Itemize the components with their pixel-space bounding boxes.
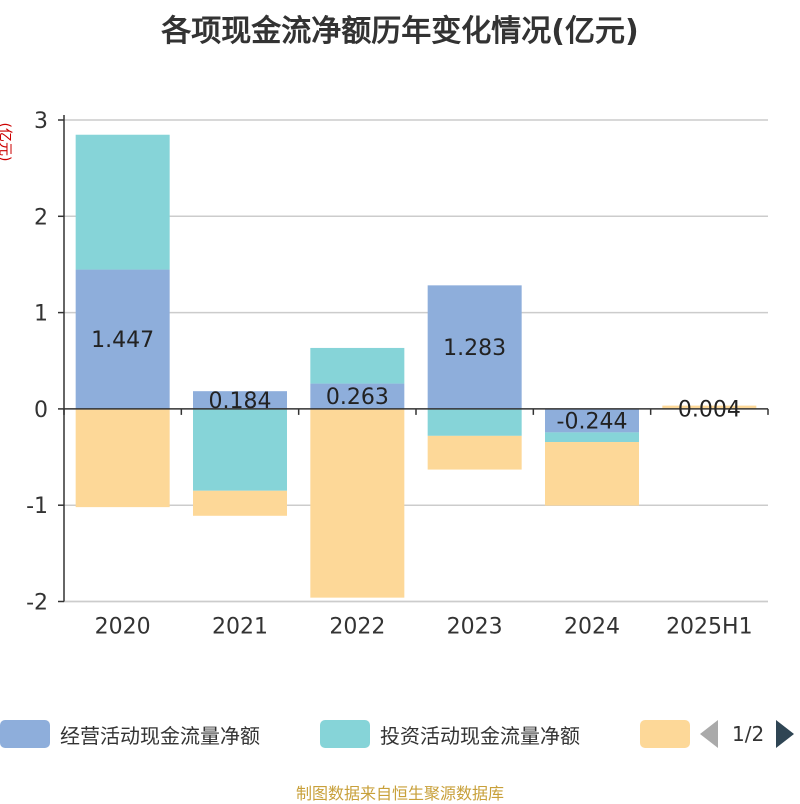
legend-item-operating[interactable]: 经营活动现金流量净额 xyxy=(0,716,260,752)
bar-segment-3[interactable] xyxy=(427,435,522,470)
data-label: 0.004 xyxy=(678,398,741,423)
next-page-icon[interactable] xyxy=(776,720,795,748)
legend-swatch-investing xyxy=(320,720,370,748)
stacked-bar-chart: 3 2 1 0 -1 -2 2020 2021 2022 2023 2024 2025H1 1.447… xyxy=(26,109,769,640)
bar-segment-1[interactable] xyxy=(310,383,405,409)
y-tick-label: 2 xyxy=(34,205,48,230)
prev-page-icon[interactable] xyxy=(700,720,718,748)
legend-item-financing[interactable] xyxy=(640,716,700,752)
legend-pager: 1/2 xyxy=(700,716,795,752)
bar-segment-1[interactable] xyxy=(75,269,170,409)
bar-segment-2[interactable] xyxy=(545,432,639,443)
legend-item-investing[interactable]: 投资活动现金流量净额 xyxy=(320,716,580,752)
bar-segment-1[interactable] xyxy=(427,285,522,409)
x-tick-label: 2021 xyxy=(212,615,268,640)
bar-segment-3[interactable] xyxy=(662,405,757,409)
legend-swatch-financing xyxy=(640,720,690,748)
x-tick-label: 2025H1 xyxy=(666,615,753,640)
y-tick-label: 3 xyxy=(34,109,48,134)
data-source-note: 制图数据来自恒生聚源数据库 xyxy=(295,784,504,803)
x-tick-label: 2022 xyxy=(329,615,385,640)
legend-label-operating: 经营活动现金流量净额 xyxy=(60,723,260,748)
y-tick-label: -1 xyxy=(26,494,48,519)
bar-segment-3[interactable] xyxy=(193,490,287,516)
y-tick-label: -2 xyxy=(26,591,48,616)
legend: 经营活动现金流量净额 投资活动现金流量净额 1/2 xyxy=(0,716,800,752)
legend-label-investing: 投资活动现金流量净额 xyxy=(380,723,580,748)
bar-segment-3[interactable] xyxy=(310,408,405,598)
data-label: 1.283 xyxy=(443,336,506,361)
bar-segment-1[interactable] xyxy=(193,391,287,409)
bar-segment-2[interactable] xyxy=(75,134,170,270)
y-tick-label: 0 xyxy=(34,398,48,423)
x-tick-label: 2024 xyxy=(564,615,620,640)
bar-segment-2[interactable] xyxy=(310,347,405,384)
legend-swatch-operating xyxy=(0,720,50,748)
bar-segment-2[interactable] xyxy=(193,408,287,491)
data-label: 0.184 xyxy=(209,389,272,414)
chart-title: 各项现金流净额历年变化情况(亿元) xyxy=(161,14,639,49)
data-label: 1.447 xyxy=(91,328,154,353)
bar-segment-3[interactable] xyxy=(545,442,639,506)
legend-page-indicator: 1/2 xyxy=(732,722,765,746)
bar-segment-1[interactable] xyxy=(545,408,639,433)
x-tick-label: 2020 xyxy=(95,615,151,640)
bar-segment-3[interactable] xyxy=(75,408,170,508)
data-label: -0.244 xyxy=(557,410,628,435)
y-tick-label: 1 xyxy=(34,302,48,327)
data-label: 0.263 xyxy=(326,385,389,410)
x-tick-label: 2023 xyxy=(447,615,503,640)
bar-segment-2[interactable] xyxy=(427,408,522,436)
